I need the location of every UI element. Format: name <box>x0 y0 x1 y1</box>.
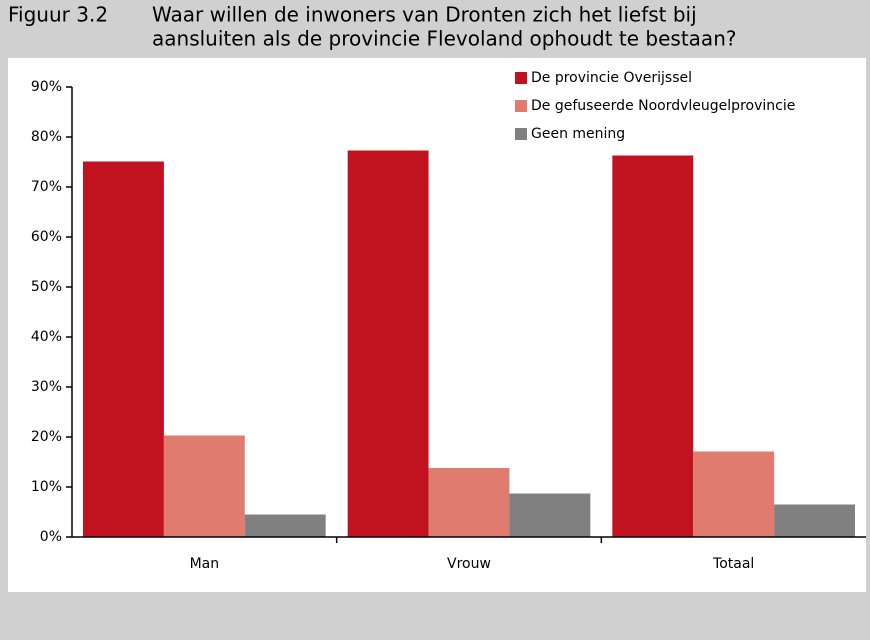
y-tick-label: 70% <box>31 179 62 195</box>
bar <box>509 493 591 537</box>
y-tick-label: 90% <box>31 79 62 95</box>
bar <box>774 504 855 537</box>
y-tick-label: 40% <box>31 329 62 345</box>
bar <box>83 161 164 537</box>
y-tick-label: 20% <box>31 429 62 445</box>
x-tick-label: Totaal <box>712 556 754 572</box>
y-tick-label: 60% <box>31 229 62 245</box>
y-tick-label: 30% <box>31 379 62 395</box>
y-tick-label: 10% <box>31 479 62 495</box>
bar <box>693 451 775 537</box>
legend-swatch <box>515 128 527 140</box>
y-tick-label: 80% <box>31 129 62 145</box>
legend-label: De provincie Overijssel <box>531 70 692 86</box>
figure-label: Figuur 3.2 <box>8 3 108 27</box>
y-tick-label: 0% <box>40 529 62 545</box>
legend-label: Geen mening <box>531 126 625 142</box>
x-tick-label: Man <box>190 556 220 572</box>
bar <box>244 514 326 537</box>
legend-swatch <box>515 72 527 84</box>
bar <box>163 435 245 537</box>
legend-swatch <box>515 100 527 112</box>
bar <box>612 155 694 537</box>
chart-title: Waar willen de inwoners van Dronten zich… <box>152 3 697 27</box>
bar <box>347 150 429 537</box>
x-tick-label: Vrouw <box>447 556 491 572</box>
chart-title: aansluiten als de provincie Flevoland op… <box>152 27 736 51</box>
bar <box>428 468 510 537</box>
y-tick-label: 50% <box>31 279 62 295</box>
legend-label: De gefuseerde Noordvleugelprovincie <box>531 98 795 114</box>
